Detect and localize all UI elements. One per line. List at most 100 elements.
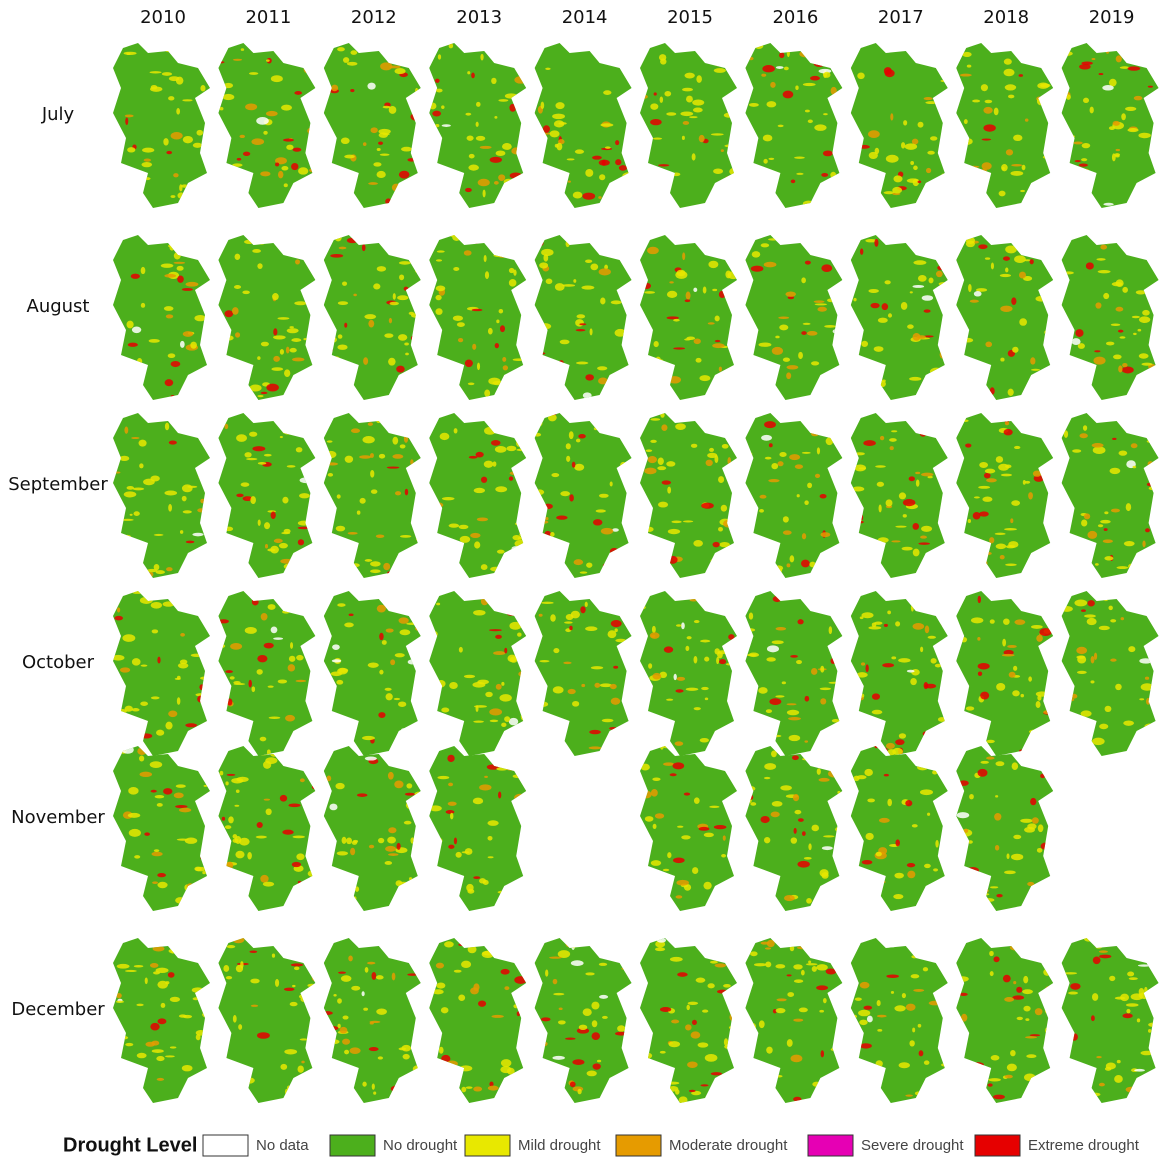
drought-patch: [1035, 391, 1046, 397]
drought-patch: [364, 756, 377, 761]
drought-patch: [1096, 1055, 1102, 1059]
drought-patch: [973, 727, 978, 735]
drought-patch: [567, 688, 576, 695]
drought-patch: [657, 466, 667, 471]
drought-patch: [444, 1091, 453, 1095]
drought-patch: [922, 967, 929, 972]
drought-patch: [548, 361, 562, 370]
drought-patch: [124, 426, 129, 434]
drought-patch: [439, 938, 447, 940]
drought-patch: [351, 563, 360, 568]
drought-patch: [439, 722, 449, 730]
drought-patch: [468, 455, 478, 459]
drought-patch: [260, 171, 271, 177]
drought-patch: [378, 235, 392, 237]
drought-patch: [370, 561, 381, 567]
drought-patch: [477, 679, 489, 685]
drought-patch: [177, 662, 189, 669]
drought-patch: [297, 520, 310, 526]
drought-patch: [1148, 700, 1159, 704]
drought-patch: [1094, 350, 1101, 353]
drought-patch: [650, 439, 657, 443]
drought-patch: [539, 262, 549, 269]
drought-patch: [114, 471, 121, 474]
drought-patch: [311, 50, 316, 55]
drought-patch: [124, 114, 134, 118]
drought-patch: [439, 432, 450, 441]
drought-patch: [520, 702, 527, 708]
drought-patch: [1104, 511, 1109, 515]
drought-patch: [972, 99, 981, 103]
drought-patch: [1085, 262, 1094, 270]
drought-patch: [1025, 1018, 1030, 1021]
drought-patch: [918, 938, 925, 943]
drought-patch: [917, 121, 924, 128]
drought-patch: [1066, 698, 1075, 702]
drought-patch: [971, 565, 983, 571]
drought-patch: [859, 616, 864, 620]
drought-patch: [714, 339, 721, 343]
drought-patch: [543, 503, 553, 510]
drought-patch: [1040, 773, 1046, 779]
drought-patch: [1035, 701, 1041, 708]
drought-patch: [125, 117, 129, 125]
drought-patch: [1003, 68, 1015, 77]
drought-patch: [614, 328, 626, 337]
drought-patch: [346, 237, 358, 244]
drought-patch: [176, 838, 189, 841]
drought-patch: [752, 177, 759, 182]
drought-patch: [939, 301, 946, 306]
drought-patch: [772, 595, 782, 603]
drought-patch: [482, 879, 489, 886]
drought-patch: [752, 140, 758, 143]
drought-patch: [930, 136, 938, 141]
drought-patch: [1097, 524, 1104, 528]
drought-patch: [693, 619, 700, 624]
drought-patch: [924, 1084, 933, 1088]
drought-patch: [620, 461, 627, 469]
drought-patch: [830, 171, 837, 179]
drought-patch: [180, 751, 194, 756]
drought-patch: [859, 1043, 872, 1049]
drought-patch: [184, 837, 198, 844]
drought-patch: [889, 943, 896, 948]
drought-patch: [733, 70, 737, 78]
drought-patch: [911, 955, 918, 959]
drought-patch: [764, 836, 771, 844]
drought-patch: [295, 259, 301, 265]
map-fill: [956, 413, 1054, 578]
drought-patch: [836, 432, 843, 438]
drought-patch: [408, 877, 413, 881]
no-drought-area: [1061, 43, 1159, 208]
drought-patch: [184, 383, 194, 392]
drought-patch: [1090, 680, 1095, 684]
drought-patch: [572, 191, 583, 199]
drought-patch: [144, 832, 150, 836]
drought-patch: [676, 676, 686, 681]
drought-patch: [764, 456, 772, 460]
drought-patch: [934, 43, 946, 48]
drought-patch: [346, 837, 353, 845]
drought-patch: [598, 377, 608, 385]
drought-patch: [627, 685, 632, 691]
drought-patch: [660, 58, 667, 65]
drought-patch: [330, 740, 335, 746]
drought-patch: [1135, 56, 1141, 61]
drought-patch: [958, 780, 969, 786]
drought-patch: [921, 525, 933, 532]
drought-patch: [686, 1004, 690, 1011]
drought-patch: [200, 85, 206, 92]
drought-patch: [224, 310, 234, 318]
drought-patch: [385, 693, 393, 701]
drought-patch: [219, 107, 224, 111]
drought-patch: [686, 95, 693, 103]
drought-patch: [150, 1022, 160, 1031]
drought-patch: [467, 888, 475, 894]
drought-patch: [806, 331, 818, 336]
drought-patch: [668, 376, 682, 384]
drought-patch: [225, 188, 237, 195]
drought-patch: [171, 244, 180, 248]
drought-patch: [803, 413, 812, 414]
drought-patch: [271, 953, 276, 958]
drought-map: [113, 591, 210, 756]
